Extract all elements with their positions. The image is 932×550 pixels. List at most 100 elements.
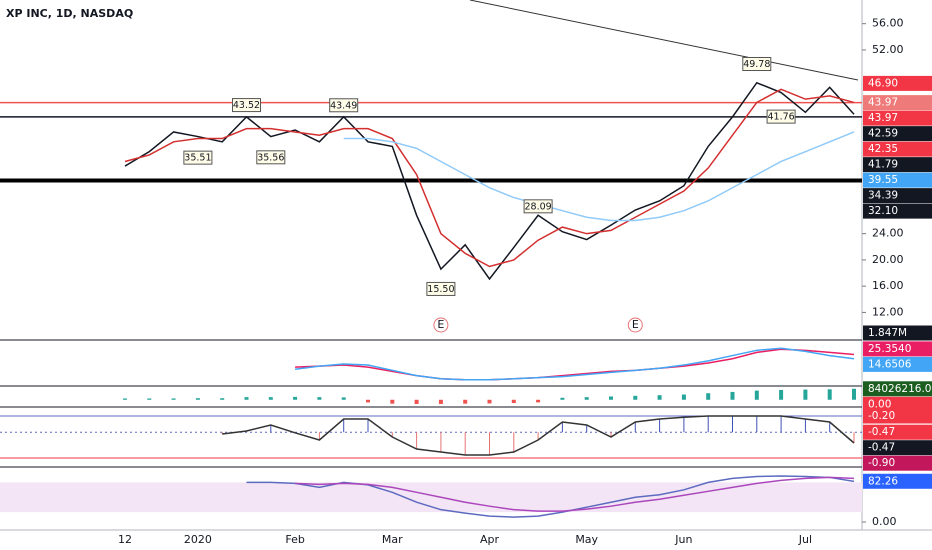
histogram-bar — [293, 396, 298, 400]
annotation-label: 35.56 — [257, 152, 284, 163]
annotation-box — [742, 57, 772, 72]
histogram-bar — [487, 399, 492, 404]
histogram-bar — [754, 390, 759, 400]
annotation-label: 15.50 — [427, 284, 454, 295]
histogram-bar — [463, 399, 468, 404]
histogram-bar — [803, 389, 808, 400]
y-tick-label: 16.00 — [872, 279, 904, 292]
histogram-bar — [779, 389, 784, 400]
price-tag-label: 46.90 — [868, 77, 898, 89]
histogram-bar — [195, 398, 200, 400]
price-tag — [863, 356, 932, 372]
x-tick-label: 12 — [118, 533, 132, 546]
series-line — [295, 347, 855, 381]
histogram-bar — [560, 397, 565, 400]
histogram-bar — [341, 397, 346, 400]
price-tag — [863, 188, 932, 204]
price-tag — [863, 381, 932, 397]
trend-line — [469, 0, 859, 81]
annotation-box — [329, 98, 359, 113]
price-tag-label: 39.55 — [868, 174, 898, 186]
price-tag-label: -0.47 — [868, 426, 895, 438]
price-tag — [863, 408, 932, 424]
histogram-bar — [390, 399, 395, 404]
annotation-label: 41.76 — [767, 112, 794, 123]
annotation-label: 43.49 — [330, 100, 357, 111]
price-tag-label: 82.26 — [868, 475, 898, 487]
price-tag-label: 84026216.00 — [868, 383, 932, 395]
annotation-label: 49.78 — [743, 59, 770, 70]
histogram-bar — [536, 399, 541, 403]
price-tag — [863, 341, 932, 357]
x-tick-label: Mar — [382, 533, 403, 546]
y-tick-label: 52.00 — [872, 43, 904, 56]
earnings-label: E — [437, 318, 444, 331]
histogram-bar — [609, 396, 613, 400]
annotation-label: 28.09 — [524, 201, 551, 212]
x-tick-label: Feb — [285, 533, 304, 546]
price-tag-label: 42.35 — [868, 143, 898, 155]
histogram-bar — [244, 397, 249, 400]
histogram-bar — [730, 391, 735, 400]
x-tick-label: 2020 — [184, 533, 212, 546]
price-tag-label: 43.97 — [868, 112, 898, 124]
y-tick-label: 20.00 — [872, 253, 904, 266]
annotation-box — [256, 150, 286, 165]
price-tag — [863, 157, 932, 173]
price-tag — [863, 172, 932, 188]
histogram-bar — [633, 395, 638, 400]
annotation-box — [426, 281, 456, 296]
histogram-bar — [852, 388, 856, 400]
price-tag-label: 41.79 — [868, 159, 898, 171]
price-tag — [863, 75, 932, 91]
x-tick-label: Jul — [798, 533, 812, 546]
y-tick-label: 0.00 — [872, 515, 897, 528]
price-tag — [863, 325, 932, 341]
y-tick-label: 56.00 — [872, 17, 904, 30]
price-tag-label: 0.00 — [868, 398, 891, 410]
annotation-label: 43.52 — [233, 100, 260, 111]
annotation-box — [766, 109, 796, 124]
price-tag — [863, 95, 932, 111]
histogram-bar — [123, 398, 127, 400]
histogram-bar — [414, 399, 419, 404]
histogram-bar — [584, 397, 589, 400]
price-tag — [863, 455, 932, 471]
x-tick-label: May — [575, 533, 598, 546]
price-tag-label: -0.90 — [868, 457, 895, 469]
price-tag — [863, 424, 932, 440]
histogram-bar — [706, 393, 711, 400]
price-tag — [863, 110, 932, 126]
histogram-bar — [317, 397, 322, 400]
price-tag-label: 34.39 — [868, 190, 898, 202]
histogram-bar — [171, 398, 176, 400]
price-tag — [863, 141, 932, 157]
price-tag — [863, 126, 932, 142]
series-line — [222, 415, 855, 456]
price-tag-label: 43.97 — [868, 97, 898, 109]
earnings-marker — [627, 317, 643, 333]
histogram-bar — [220, 398, 225, 400]
histogram-bar — [511, 399, 516, 404]
x-tick-label: Jun — [674, 533, 692, 546]
annotation-box — [232, 98, 261, 113]
histogram-bar — [681, 394, 686, 400]
series-line — [295, 476, 855, 512]
y-tick-label: 12.00 — [872, 305, 904, 318]
annotation-box — [183, 150, 213, 165]
price-tag — [863, 203, 932, 219]
price-tag — [863, 440, 932, 456]
histogram-bar — [366, 399, 370, 403]
earnings-label: E — [632, 318, 639, 331]
price-tag — [863, 473, 932, 489]
annotation-label: 35.51 — [184, 153, 211, 164]
y-tick-label: 24.00 — [872, 227, 904, 240]
price-tag-label: 1.847M — [868, 327, 907, 339]
series-line — [124, 88, 855, 268]
price-tag-label: -0.47 — [868, 442, 895, 454]
histogram-bar — [827, 389, 832, 400]
series-line — [295, 348, 855, 381]
histogram-bar — [147, 398, 152, 400]
annotation-box — [523, 199, 553, 214]
